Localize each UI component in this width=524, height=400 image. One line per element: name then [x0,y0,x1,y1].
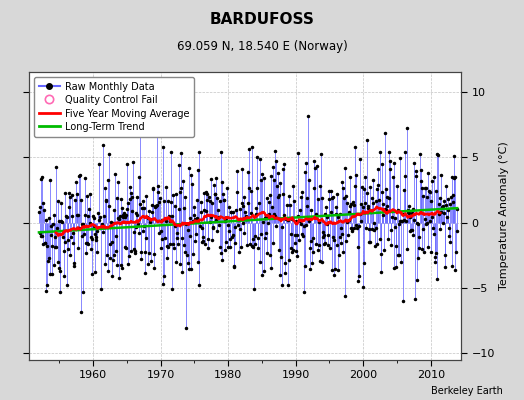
Text: Berkeley Earth: Berkeley Earth [431,386,503,396]
Y-axis label: Temperature Anomaly (°C): Temperature Anomaly (°C) [499,142,509,290]
Text: 69.059 N, 18.540 E (Norway): 69.059 N, 18.540 E (Norway) [177,40,347,53]
Legend: Raw Monthly Data, Quality Control Fail, Five Year Moving Average, Long-Term Tren: Raw Monthly Data, Quality Control Fail, … [34,77,194,137]
Text: BARDUFOSS: BARDUFOSS [210,12,314,27]
